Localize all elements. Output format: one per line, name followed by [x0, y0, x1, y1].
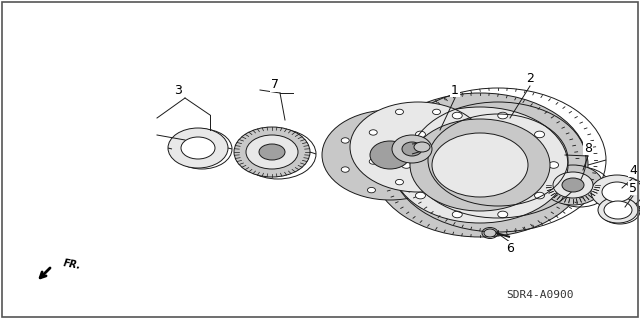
Ellipse shape: [534, 131, 545, 138]
Text: FR.: FR.: [62, 258, 81, 271]
Ellipse shape: [432, 133, 528, 197]
Ellipse shape: [598, 197, 638, 223]
Ellipse shape: [168, 128, 228, 168]
Ellipse shape: [415, 131, 426, 138]
Ellipse shape: [392, 107, 568, 223]
Text: 6: 6: [506, 241, 514, 255]
Ellipse shape: [404, 117, 413, 122]
Text: 4: 4: [629, 164, 637, 176]
Ellipse shape: [396, 109, 403, 115]
Ellipse shape: [410, 119, 550, 211]
Ellipse shape: [602, 182, 632, 202]
Ellipse shape: [459, 130, 467, 135]
Ellipse shape: [402, 142, 422, 156]
Ellipse shape: [341, 167, 349, 172]
Ellipse shape: [553, 172, 593, 198]
Ellipse shape: [548, 162, 559, 168]
Ellipse shape: [414, 142, 430, 152]
Ellipse shape: [543, 165, 603, 205]
Ellipse shape: [181, 137, 215, 159]
Ellipse shape: [484, 229, 496, 237]
Ellipse shape: [431, 167, 439, 172]
Text: SDR4-A0900: SDR4-A0900: [506, 290, 573, 300]
Ellipse shape: [404, 187, 413, 193]
Ellipse shape: [498, 112, 508, 119]
Text: 2: 2: [526, 71, 534, 85]
Text: 7: 7: [271, 78, 279, 92]
Ellipse shape: [498, 211, 508, 218]
Ellipse shape: [415, 192, 426, 199]
Ellipse shape: [234, 127, 310, 177]
Ellipse shape: [350, 102, 486, 192]
Ellipse shape: [246, 135, 298, 169]
Ellipse shape: [392, 135, 432, 163]
Text: 1: 1: [451, 84, 459, 97]
Ellipse shape: [604, 201, 632, 219]
Ellipse shape: [591, 175, 640, 209]
Ellipse shape: [322, 110, 458, 200]
Ellipse shape: [341, 138, 349, 143]
Ellipse shape: [459, 159, 467, 164]
Ellipse shape: [367, 117, 376, 122]
Ellipse shape: [369, 159, 377, 164]
Ellipse shape: [401, 162, 412, 168]
Ellipse shape: [452, 211, 462, 218]
Ellipse shape: [431, 138, 439, 143]
Text: 3: 3: [174, 84, 182, 97]
Text: 5: 5: [629, 182, 637, 195]
Ellipse shape: [433, 179, 440, 185]
Ellipse shape: [396, 179, 403, 185]
Ellipse shape: [372, 93, 588, 237]
Ellipse shape: [452, 112, 462, 119]
Ellipse shape: [367, 187, 376, 193]
Ellipse shape: [534, 192, 545, 199]
Ellipse shape: [433, 109, 440, 115]
Ellipse shape: [562, 178, 584, 192]
Ellipse shape: [370, 141, 410, 169]
Ellipse shape: [369, 130, 377, 135]
Text: 8: 8: [584, 142, 592, 154]
Ellipse shape: [259, 144, 285, 160]
